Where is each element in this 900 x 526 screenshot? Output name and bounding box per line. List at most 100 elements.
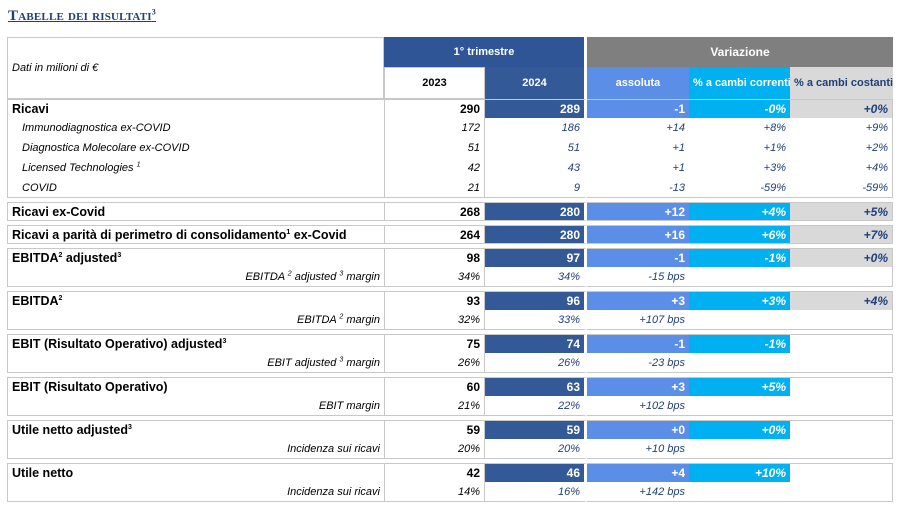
value-2023: 98 [384, 248, 485, 267]
row-label-tail: margin [343, 313, 380, 326]
variation-current-fx: +4% [689, 202, 790, 221]
value-2024: 22% [485, 396, 587, 416]
variation-constant-fx [790, 482, 894, 502]
variation-absolute: +1 [672, 142, 685, 154]
variation-absolute: +1 [672, 162, 685, 174]
page-title-sup: 3 [151, 7, 156, 17]
value-2023: 268 [384, 202, 485, 221]
row-label: Ricavi ex-Covid [7, 202, 384, 221]
variation-current-fx [689, 396, 790, 416]
variation-absolute: -13 [587, 178, 689, 198]
variation-absolute: +4 [587, 463, 689, 482]
variation-current-fx: -0% [689, 99, 790, 118]
variation-constant-fx: +7% [790, 225, 894, 244]
row-label-sup2: 3 [339, 269, 344, 277]
value-2024: 26% [485, 353, 587, 373]
variation-constant-fx [790, 377, 894, 396]
table-row: Ricavi a parità di perimetro di consolid… [7, 225, 894, 244]
variation-current-fx [689, 439, 790, 459]
table-row: Licensed Technologies 1 42 43 +1 +3% +4% [7, 158, 894, 178]
row-label: Incidenza sui ricavi [7, 482, 384, 502]
table-row: EBIT adjusted 3 margin 26% 26% -23 bps [7, 353, 894, 373]
table-row: EBIT (Risultato Operativo) 60 63 +3 +5% [7, 377, 894, 396]
value-2023: 34% [384, 267, 485, 287]
value-2023: 264 [384, 225, 485, 244]
value-2024: 59 [485, 420, 587, 439]
variation-current-fx: +3% [689, 291, 790, 310]
variation-current-fx: +0% [689, 420, 790, 439]
header-assoluta: assoluta [587, 67, 689, 99]
variation-constant-fx: -59% [790, 178, 894, 198]
table-row: EBIT (Risultato Operativo) adjusted3 75 74… [7, 334, 894, 353]
table-row: Utile netto adjusted3 59 59 +0 +0% [7, 420, 894, 439]
value-2023: 42 [384, 158, 485, 178]
page-title: Tabelle dei risultati3 [8, 8, 156, 25]
value-2024: 74 [485, 334, 587, 353]
variation-constant-fx: +9% [790, 118, 894, 138]
table-row: EBIT margin 21% 22% +102 bps [7, 396, 894, 416]
variation-current-fx [689, 353, 790, 373]
row-label: Utile netto adjusted3 [7, 420, 384, 439]
variation-constant-fx: +0% [790, 248, 894, 267]
variation-current-fx: +8% [763, 122, 786, 134]
row-label-text: EBIT margin [318, 399, 380, 412]
row-label-text: EBIT (Risultato Operativo) adjusted [12, 337, 223, 351]
value-2024: 43 [485, 158, 587, 178]
row-label-tail: margin [343, 356, 380, 369]
value-2024: 186 [485, 118, 587, 138]
variation-constant-fx: +4% [790, 158, 894, 178]
variation-absolute: +0 [587, 420, 689, 439]
row-label: Utile netto [7, 463, 384, 482]
table-row: EBITDA 2 margin 32% 33% +107 bps [7, 310, 894, 330]
row-label: EBIT adjusted 3 margin [7, 353, 384, 373]
variation-absolute: +10 bps [587, 439, 689, 459]
row-label: Licensed Technologies 1 [7, 158, 384, 178]
value-2024: 51 [485, 138, 587, 158]
value-2023: 172 [384, 118, 485, 138]
variation-constant-fx: +4% [790, 291, 894, 310]
value-2023: 75 [384, 334, 485, 353]
value-2023: 20% [384, 439, 485, 459]
variation-absolute: -1 [587, 99, 689, 118]
variation-current-fx: -59% [689, 178, 790, 198]
row-label-sup: 3 [339, 355, 344, 363]
variation-absolute: -1 [587, 248, 689, 267]
row-label-sup: 2 [339, 312, 344, 320]
value-2024: 9 [485, 178, 587, 198]
variation-absolute: -23 bps [587, 353, 689, 373]
header-correnti: % a cambi correnti [689, 67, 790, 99]
variation-current-fx: -1% [689, 248, 790, 267]
variation-absolute: -1 [587, 334, 689, 353]
row-label: EBITDA2 [7, 291, 384, 310]
variation-absolute: +3 [587, 377, 689, 396]
table-row: Ricavi 290 289 -1 -0% +0% [7, 99, 894, 118]
row-label-text: Incidenza sui ricavi [287, 485, 380, 498]
value-2023: 21% [384, 396, 485, 416]
variation-current-fx: +6% [689, 225, 790, 244]
value-2024: 289 [485, 99, 587, 118]
results-table: Dati in milioni di € 1° trimestre Variaz… [7, 37, 894, 502]
row-label-text: Utile netto adjusted [12, 423, 128, 437]
row-label: Incidenza sui ricavi [7, 439, 384, 459]
value-2023: 26% [384, 353, 485, 373]
row-label: EBITDA2 adjusted3 [7, 248, 384, 267]
variation-absolute: +142 bps [587, 482, 689, 502]
variation-current-fx: +10% [689, 463, 790, 482]
variation-absolute: +102 bps [587, 396, 689, 416]
variation-absolute: +14 [666, 122, 685, 134]
row-label-text: Ricavi a parità di perimetro di consolid… [12, 227, 287, 242]
table-row: Diagnostica Molecolare ex-COVID 51 51 +1 +1%… [7, 138, 894, 158]
row-label-text: Ricavi ex-Covid [12, 204, 106, 219]
row-label-sup: 2 [58, 251, 63, 259]
row-label-tail: ex-Covid [290, 227, 347, 242]
table-row: EBITDA2 adjusted3 98 97 -1 -1% +0% [7, 248, 894, 267]
table-row: Immunodiagnostica ex-COVID 172 186 +14 +8% +9… [7, 118, 894, 138]
variation-current-fx: +1% [763, 142, 786, 154]
row-label-text: EBITDA [12, 294, 59, 308]
row-label-sup: 2 [287, 269, 292, 277]
row-label-sup: 1 [286, 228, 291, 236]
row-label: Diagnostica Molecolare ex-COVID [7, 138, 384, 158]
header-variazione: Variazione [587, 37, 894, 67]
row-label-text: EBIT (Risultato Operativo) [12, 380, 168, 394]
header-label: Dati in milioni di € [7, 37, 384, 99]
